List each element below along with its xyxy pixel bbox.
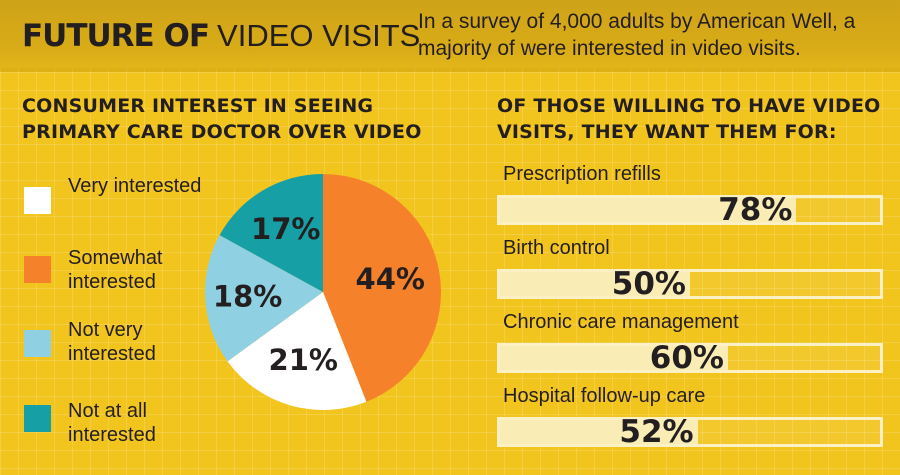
- pie-slice-somewhat-interested: [323, 174, 442, 402]
- pie-label-not-very-interested: 18%: [213, 280, 282, 314]
- bar-label-birth-control: Birth control: [503, 237, 610, 259]
- pie-slice-very-interested: [227, 292, 367, 410]
- bar-fill-prescription-refills: [500, 198, 797, 222]
- bar-value-birth-control: 50%: [611, 266, 686, 302]
- legend-swatch-very-interested: [24, 187, 51, 214]
- bar-chart-title: OF THOSE WILLING TO HAVE VIDEO VISITS, T…: [497, 95, 881, 143]
- pie-slice-not-at-all-interested: [219, 174, 323, 292]
- page-subtitle: In a survey of 4,000 adults by American …: [418, 10, 856, 60]
- bar-fill-birth-control: [500, 272, 690, 296]
- title-light: VIDEO VISITS: [217, 18, 421, 53]
- pie-chart-title: CONSUMER INTEREST IN SEEING PRIMARY CARE…: [22, 95, 422, 143]
- legend-label-not-at-all-interested: Not at all interested: [68, 400, 156, 446]
- bar-track-hospital-follow-up-care: 52%: [497, 414, 883, 450]
- pie-label-somewhat-interested: 44%: [356, 262, 425, 296]
- pie-label-not-at-all-interested: 17%: [251, 212, 320, 246]
- bar-fill-chronic-care-management: [500, 346, 728, 370]
- bar-fill-hospital-follow-up-care: [500, 420, 698, 444]
- bar-track-chronic-care-management: 60%: [497, 340, 883, 376]
- pie-slice-not-very-interested: [205, 235, 323, 362]
- legend-label-very-interested: Very interested: [68, 175, 202, 197]
- legend-swatch-not-very-interested: [24, 330, 51, 357]
- bar-value-chronic-care-management: 60%: [649, 340, 724, 376]
- bar-value-hospital-follow-up-care: 52%: [619, 414, 694, 450]
- legend-swatch-somewhat-interested: [24, 256, 51, 283]
- legend-label-somewhat-interested: Somewhat interested: [68, 247, 163, 293]
- header-band: [0, 0, 900, 72]
- pie-chart: 44% 21% 18% 17%: [205, 174, 442, 410]
- bar-track-birth-control: 50%: [497, 266, 883, 302]
- bar-label-chronic-care-management: Chronic care management: [503, 311, 739, 333]
- pie-label-very-interested: 21%: [269, 343, 338, 377]
- legend-label-not-very-interested: Not very interested: [68, 319, 156, 365]
- bar-label-prescription-refills: Prescription refills: [503, 163, 661, 185]
- title-bold: FUTURE OF: [22, 18, 210, 54]
- bar-track-prescription-refills: 78%: [497, 192, 883, 228]
- bar-value-prescription-refills: 78%: [718, 192, 793, 228]
- bar-label-hospital-follow-up-care: Hospital follow-up care: [503, 385, 706, 407]
- legend-swatch-not-at-all-interested: [24, 405, 51, 432]
- page-title: FUTURE OF VIDEO VISITS: [22, 20, 420, 52]
